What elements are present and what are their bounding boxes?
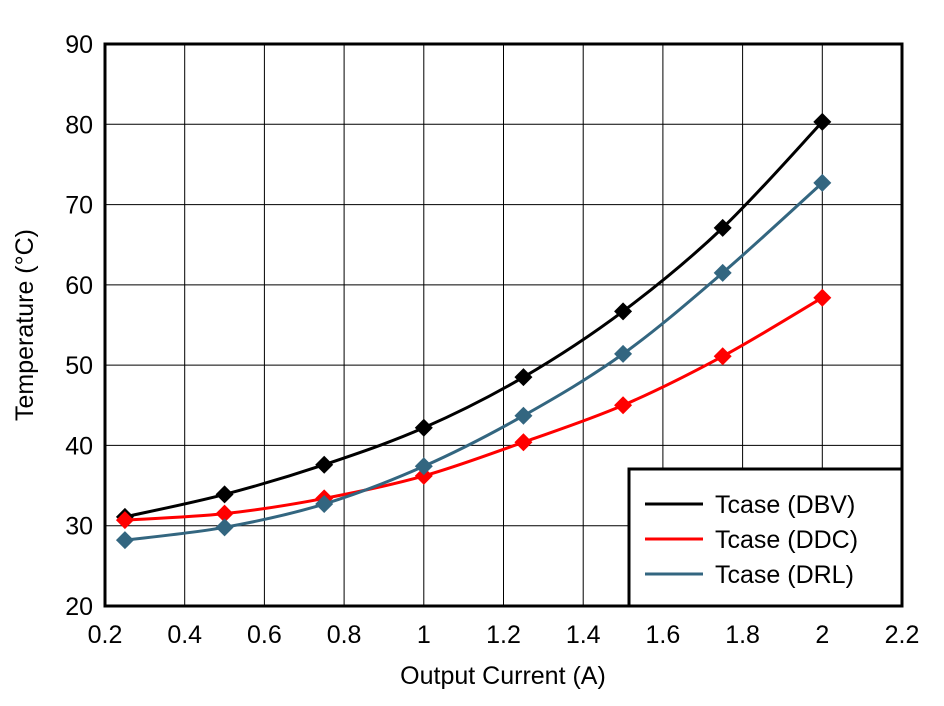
x-tick-label: 1.4 [566,621,601,649]
legend-label: Tcase (DBV) [715,491,855,519]
data-point-marker [115,531,134,550]
data-point-marker [713,263,732,282]
y-tick-labels: 20 30 40 50 60 70 80 90 [65,31,93,621]
legend-label: Tcase (DRL) [715,561,854,589]
x-tick-label: 0.8 [327,621,362,649]
legend: Tcase (DBV) Tcase (DDC) Tcase (DRL) [627,467,904,608]
x-tick-labels: 0.2 0.4 0.6 0.8 1 1.2 1.4 1.6 1.8 2 2.2 [88,621,920,649]
y-tick-label: 80 [65,111,93,139]
y-tick-label: 70 [65,192,93,220]
data-point-marker [414,466,433,485]
data-point-marker [614,344,633,363]
x-axis-label: Output Current (A) [400,662,606,690]
data-point-marker [713,347,732,366]
data-point-marker [614,302,633,321]
x-tick-label: 1.6 [646,621,681,649]
series-tcase-drl [115,173,832,550]
data-point-marker [813,288,832,307]
legend-label: Tcase (DDC) [715,526,858,554]
y-tick-label: 40 [65,432,93,460]
x-tick-label: 1.8 [725,621,760,649]
x-tick-label: 2 [815,621,829,649]
data-point-marker [813,173,832,192]
data-point-marker [813,112,832,131]
y-tick-label: 20 [65,593,93,621]
data-point-marker [514,368,533,387]
series-line [124,120,824,519]
x-tick-label: 1 [417,621,431,649]
data-point-marker [713,218,732,237]
data-point-marker [215,504,234,523]
x-tick-label: 0.2 [88,621,123,649]
y-tick-label: 60 [65,272,93,300]
data-point-marker [215,518,234,537]
data-point-marker [315,455,334,474]
series-group [115,112,832,550]
data-point-marker [315,495,334,514]
data-point-marker [414,457,433,476]
data-point-marker [614,396,633,415]
data-point-marker [215,485,234,504]
y-tick-label: 90 [65,31,93,59]
x-tick-label: 0.6 [247,621,282,649]
x-tick-label: 2.2 [885,621,920,649]
x-tick-label: 0.4 [167,621,202,649]
data-point-marker [414,418,433,437]
y-tick-label: 50 [65,352,93,380]
x-tick-label: 1.2 [486,621,521,649]
plot-frame [103,42,904,608]
data-point-marker [115,511,134,530]
data-point-marker [514,433,533,452]
data-point-marker [514,406,533,425]
y-tick-label: 30 [65,513,93,541]
series-tcase-dbv [115,112,832,526]
y-axis-label: Temperature (°C) [11,229,39,421]
series-line [124,296,824,522]
series-tcase-ddc [115,288,832,530]
